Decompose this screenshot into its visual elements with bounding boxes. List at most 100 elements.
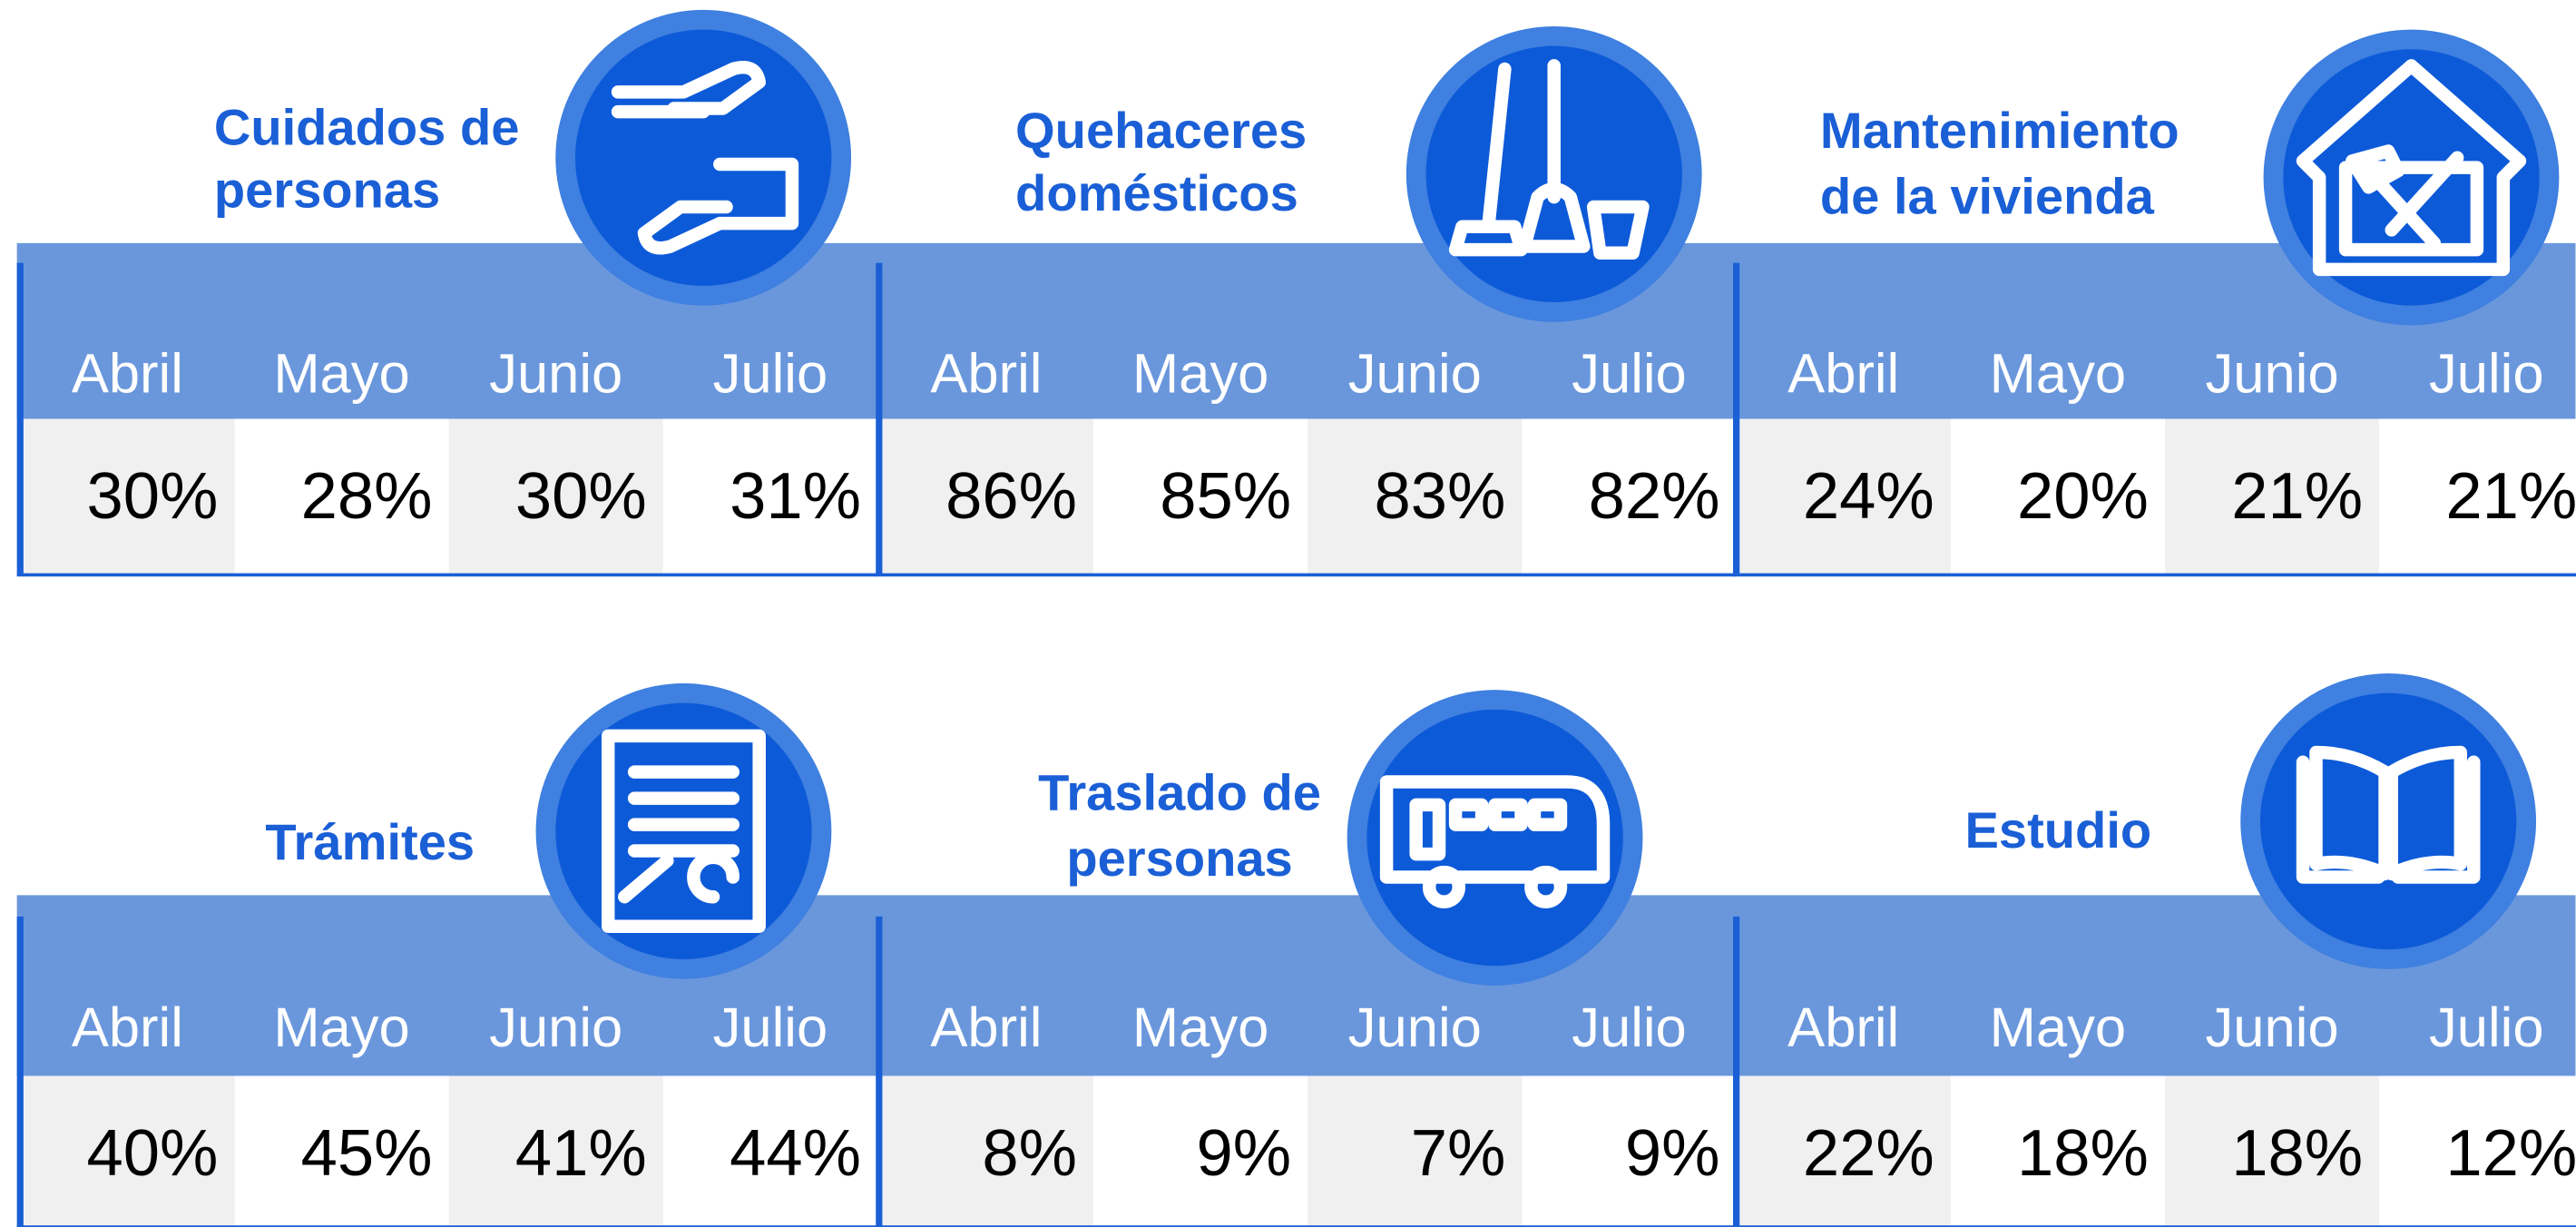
value-label: 85%	[1160, 459, 1291, 533]
value-cell	[20, 418, 235, 575]
icon-glyph	[2296, 745, 2481, 884]
month-label: Abril	[72, 996, 183, 1059]
value-cell	[878, 1075, 1094, 1227]
panel-title: Quehaceres	[1015, 102, 1307, 159]
month-label: Mayo	[1132, 996, 1268, 1059]
panel-title: personas	[214, 161, 440, 218]
value-cell	[1950, 418, 2165, 575]
value-cell	[234, 418, 449, 575]
value-label: 83%	[1374, 459, 1505, 533]
value-cell	[1736, 1075, 1951, 1227]
value-cell	[662, 1075, 878, 1227]
value-cell	[1308, 418, 1523, 575]
panel-title: Trámites	[265, 813, 475, 870]
icon-glyph	[2296, 59, 2527, 277]
value-cell	[1736, 418, 1951, 575]
panel-title: Mantenimiento	[1820, 102, 2179, 159]
value-cell	[234, 1075, 449, 1227]
value-cell	[2379, 418, 2576, 575]
value-cell	[20, 1075, 235, 1227]
icon-disc	[575, 29, 832, 286]
month-label: Junio	[1348, 996, 1482, 1059]
month-label: Junio	[489, 343, 622, 406]
value-label: 22%	[1803, 1116, 1934, 1190]
panel-title: de la vivienda	[1820, 168, 2155, 225]
value-label: 82%	[1589, 459, 1720, 533]
month-label: Julio	[713, 343, 828, 406]
panel-title: Cuidados de	[214, 99, 520, 156]
month-label: Junio	[2206, 996, 2339, 1059]
value-cell	[1308, 1075, 1523, 1227]
header-band	[16, 242, 2576, 419]
value-label: 9%	[1197, 1116, 1292, 1190]
panel: Abril 86% Mayo 85% Junio 83% Julio 82% Quehacere…	[876, 25, 1737, 577]
month-label: Abril	[930, 996, 1042, 1059]
value-label: 41%	[515, 1116, 647, 1190]
panel-title: domésticos	[1015, 164, 1298, 221]
panel: Abril 40% Mayo 45% Junio 41% Julio 44% Trámites	[16, 682, 878, 1227]
value-label: 24%	[1803, 459, 1934, 533]
value-label: 12%	[2445, 1116, 2576, 1190]
month-label: Junio	[1348, 343, 1482, 406]
value-label: 40%	[86, 1116, 218, 1190]
value-cell	[1950, 1075, 2165, 1227]
value-cell	[2379, 1075, 2576, 1227]
month-label: Abril	[72, 343, 183, 406]
value-label: 28%	[301, 459, 433, 533]
month-label: Julio	[1572, 996, 1687, 1059]
value-cell	[878, 418, 1094, 575]
month-label: Mayo	[1990, 996, 2126, 1059]
value-cell	[448, 418, 663, 575]
panel: Abril 22% Mayo 18% Junio 18% Julio 12% Estudio	[1732, 673, 2576, 1227]
month-label: Julio	[713, 996, 828, 1059]
value-label: 8%	[982, 1116, 1077, 1190]
month-label: Mayo	[273, 343, 409, 406]
month-label: Abril	[1788, 996, 1899, 1059]
month-label: Mayo	[273, 996, 409, 1059]
panel-title: Estudio	[1965, 801, 2152, 859]
panel: Abril 24% Mayo 20% Junio 21% Julio 21% Mantenimi…	[1732, 29, 2576, 577]
value-label: 86%	[945, 459, 1077, 533]
month-label: Julio	[1572, 343, 1687, 406]
icon-glyph	[601, 729, 766, 934]
value-label: 44%	[730, 1116, 861, 1190]
icon-glyph	[1379, 775, 1611, 908]
value-label: 18%	[2017, 1116, 2149, 1190]
value-label: 30%	[86, 459, 218, 533]
month-label: Mayo	[1990, 343, 2126, 406]
value-label: 30%	[515, 459, 647, 533]
value-cell	[1093, 418, 1308, 575]
month-label: Abril	[1788, 343, 1899, 406]
value-label: 9%	[1625, 1116, 1720, 1190]
value-label: 31%	[730, 459, 861, 533]
value-label: 21%	[2231, 459, 2363, 533]
header-band	[16, 895, 2576, 1076]
value-label: 45%	[301, 1116, 433, 1190]
panel: Abril 8% Mayo 9% Junio 7% Julio 9% Traslado de pe…	[876, 690, 1737, 1227]
month-label: Julio	[2429, 996, 2544, 1059]
value-label: 18%	[2231, 1116, 2363, 1190]
icon-glyph	[1448, 59, 1650, 260]
value-label: 20%	[2017, 459, 2149, 533]
month-label: Mayo	[1132, 343, 1268, 406]
panel-title: personas	[1066, 829, 1292, 887]
value-cell	[1093, 1075, 1308, 1227]
value-cell	[1522, 418, 1737, 575]
value-label: 7%	[1411, 1116, 1506, 1190]
value-cell	[662, 418, 878, 575]
icon-disc	[1366, 709, 1623, 967]
panel-title: Traslado de	[1038, 764, 1321, 821]
icon-glyph	[611, 60, 799, 255]
month-label: Junio	[489, 996, 622, 1059]
month-label: Abril	[930, 343, 1042, 406]
value-label: 21%	[2445, 459, 2576, 533]
month-label: Julio	[2429, 343, 2544, 406]
value-cell	[1522, 1075, 1737, 1227]
value-cell	[2164, 1075, 2380, 1227]
month-label: Junio	[2206, 343, 2339, 406]
value-cell	[448, 1075, 663, 1227]
panel: Abril 30% Mayo 28% Junio 30% Julio 31% Cuidados …	[16, 9, 878, 577]
value-cell	[2164, 418, 2380, 575]
